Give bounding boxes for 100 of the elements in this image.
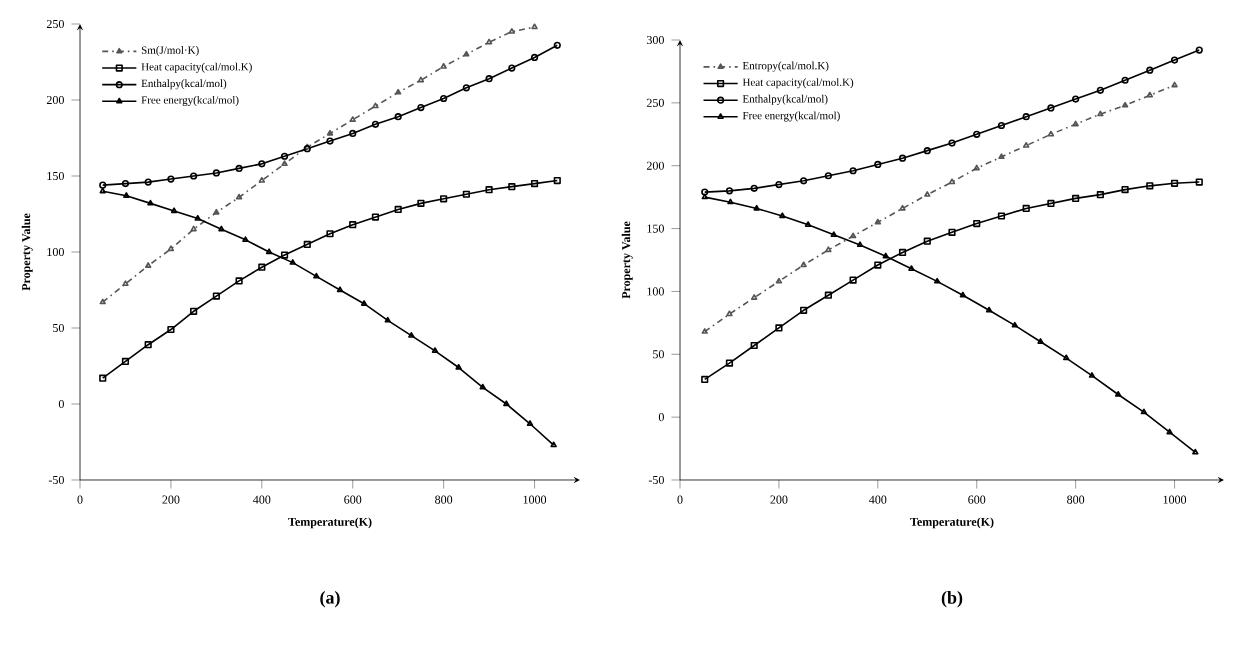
point: [281, 160, 288, 167]
point: [1121, 186, 1129, 194]
point: [212, 292, 220, 300]
point: [997, 212, 1006, 220]
point: [898, 248, 907, 257]
point: [440, 94, 448, 103]
point: [526, 420, 534, 426]
point: [394, 113, 402, 121]
point: [349, 221, 357, 229]
point: [417, 199, 425, 207]
point: [1121, 76, 1129, 84]
point: [725, 359, 734, 367]
point: [753, 204, 760, 211]
point: [775, 180, 783, 189]
text: (a): [320, 591, 340, 608]
point: [121, 357, 130, 366]
point: [258, 263, 266, 271]
point: [750, 341, 758, 350]
point: [1072, 95, 1080, 103]
point: [933, 277, 941, 284]
point: [122, 280, 129, 287]
text: (b): [941, 591, 963, 608]
point: [948, 228, 956, 236]
point: [190, 307, 198, 315]
point: [349, 129, 357, 138]
point: [372, 102, 379, 109]
point: [508, 64, 516, 72]
point: [1096, 191, 1104, 199]
point: [144, 341, 152, 349]
point: [750, 184, 758, 192]
point: [485, 75, 493, 83]
point: [303, 240, 311, 248]
point: [775, 324, 783, 332]
point: [1146, 91, 1154, 98]
point: [313, 272, 320, 279]
point: [212, 169, 220, 177]
point: [280, 152, 289, 160]
point: [998, 153, 1005, 160]
point: [1146, 66, 1154, 74]
point: [144, 262, 152, 268]
point: [1088, 372, 1096, 378]
point: [408, 332, 415, 338]
point: [235, 164, 243, 172]
point: [121, 180, 130, 188]
point: [874, 261, 882, 269]
point: [1037, 338, 1044, 344]
point: [440, 195, 448, 203]
point: [898, 154, 907, 162]
point: [167, 175, 175, 183]
point: [1170, 179, 1179, 187]
point: [1011, 321, 1019, 328]
point: [1047, 104, 1055, 112]
point: [923, 147, 931, 155]
point: [1072, 194, 1080, 202]
point: [394, 88, 402, 95]
point: [725, 187, 734, 195]
point: [431, 347, 439, 353]
point: [394, 205, 402, 214]
point: [360, 300, 368, 306]
point: [1121, 101, 1129, 108]
point: [258, 160, 266, 168]
point: [1114, 390, 1122, 397]
point: [485, 186, 493, 194]
point: [440, 62, 447, 69]
point: [242, 236, 249, 243]
point: [213, 208, 220, 215]
point: [235, 277, 243, 285]
point: [123, 192, 130, 198]
point: [997, 121, 1006, 130]
point: [804, 221, 812, 227]
point: [455, 363, 462, 370]
point: [726, 310, 733, 317]
point: [1047, 199, 1055, 208]
point: [462, 190, 470, 198]
point: [923, 237, 931, 245]
point: [775, 277, 783, 284]
point: [531, 23, 538, 30]
point: [800, 177, 808, 185]
point: [824, 172, 832, 180]
point: [1022, 113, 1030, 121]
point: [371, 120, 380, 128]
point: [908, 265, 915, 271]
point: [280, 251, 289, 259]
point: [1146, 182, 1154, 190]
point: [750, 294, 758, 300]
point: [800, 306, 808, 314]
point: [144, 178, 152, 186]
point: [530, 53, 539, 62]
point: [1170, 56, 1179, 64]
point: [417, 104, 425, 112]
point: [1096, 86, 1104, 94]
point: [258, 176, 266, 183]
point: [849, 276, 857, 284]
point: [326, 129, 334, 136]
point: [973, 130, 981, 138]
point: [326, 230, 334, 238]
point: [1022, 204, 1030, 213]
point: [190, 172, 198, 180]
point: [899, 204, 906, 211]
point: [530, 180, 539, 188]
